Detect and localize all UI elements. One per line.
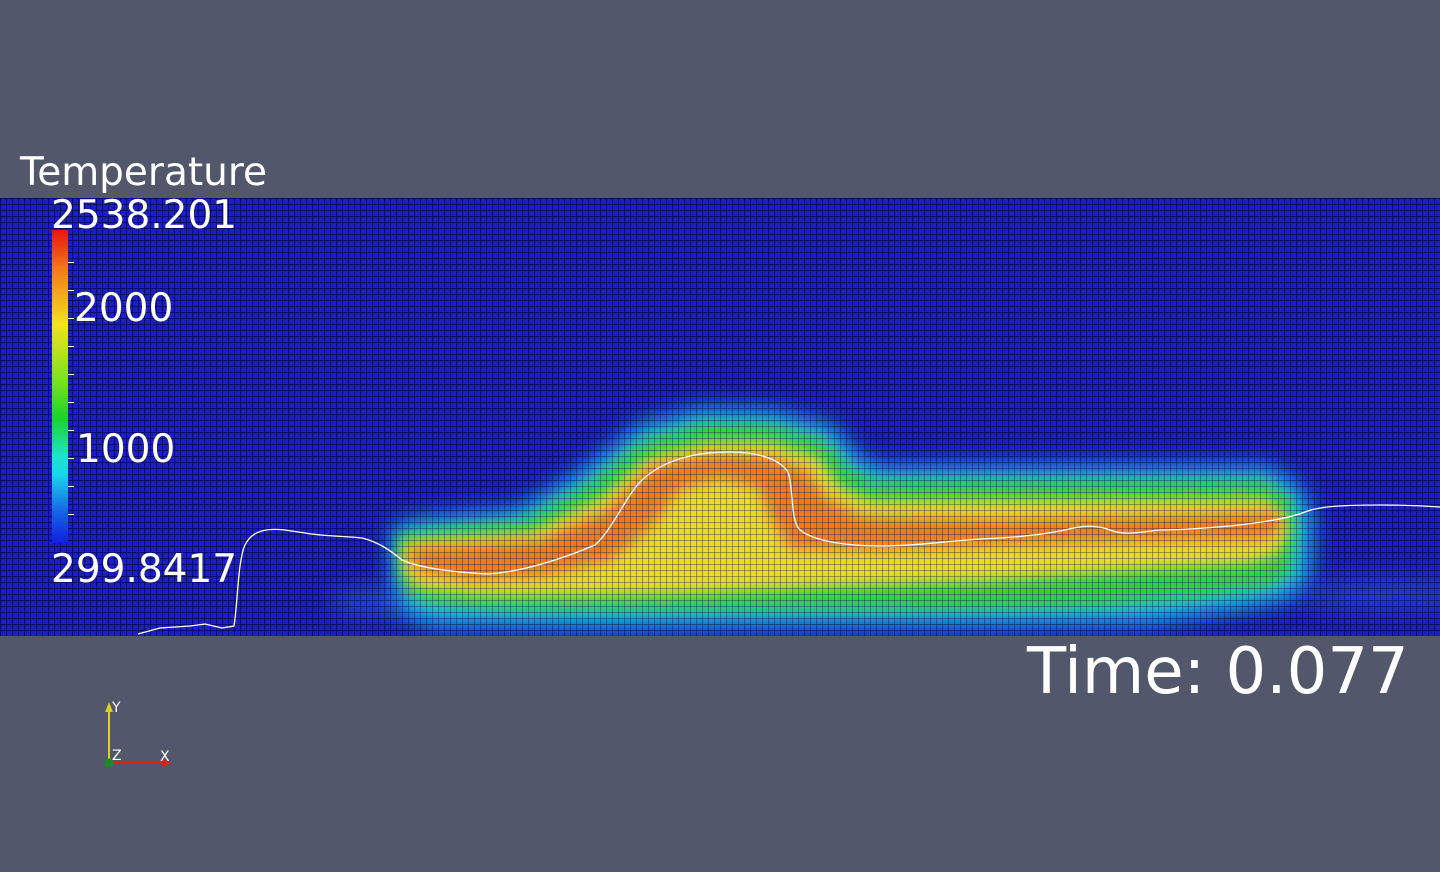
legend-title: Temperature: [20, 150, 268, 195]
colorbar-minor-tick: [68, 374, 74, 375]
x-axis-arrow: [162, 759, 172, 767]
colorbar-minor-tick: [68, 290, 74, 291]
colorbar-minor-tick: [68, 486, 74, 487]
orientation-axes: [104, 702, 172, 768]
colorbar-minor-tick: [68, 318, 74, 319]
field-right-trail: [1300, 578, 1440, 610]
colorbar-minor-tick: [68, 458, 74, 459]
color-bar: [52, 230, 68, 543]
legend-label-2000: 2000: [74, 286, 174, 331]
colorbar-minor-tick: [68, 514, 74, 515]
legend-label-1000: 1000: [76, 427, 176, 472]
field-left-trail: [330, 588, 410, 616]
colorbar-minor-tick: [68, 430, 74, 431]
legend-min-label: 299.8417: [51, 547, 238, 592]
colorbar-minor-tick: [68, 262, 74, 263]
y-axis-label: Y: [112, 700, 121, 716]
x-axis-label: X: [160, 749, 170, 765]
z-axis-dot: [104, 758, 114, 768]
colorbar-minor-tick: [68, 402, 74, 403]
legend-max-label: 2538.201: [51, 193, 238, 238]
time-annotation: Time: 0.077: [1027, 635, 1409, 709]
z-axis-label: Z: [112, 748, 122, 764]
y-axis-arrow: [105, 702, 113, 712]
colorbar-minor-tick: [68, 346, 74, 347]
